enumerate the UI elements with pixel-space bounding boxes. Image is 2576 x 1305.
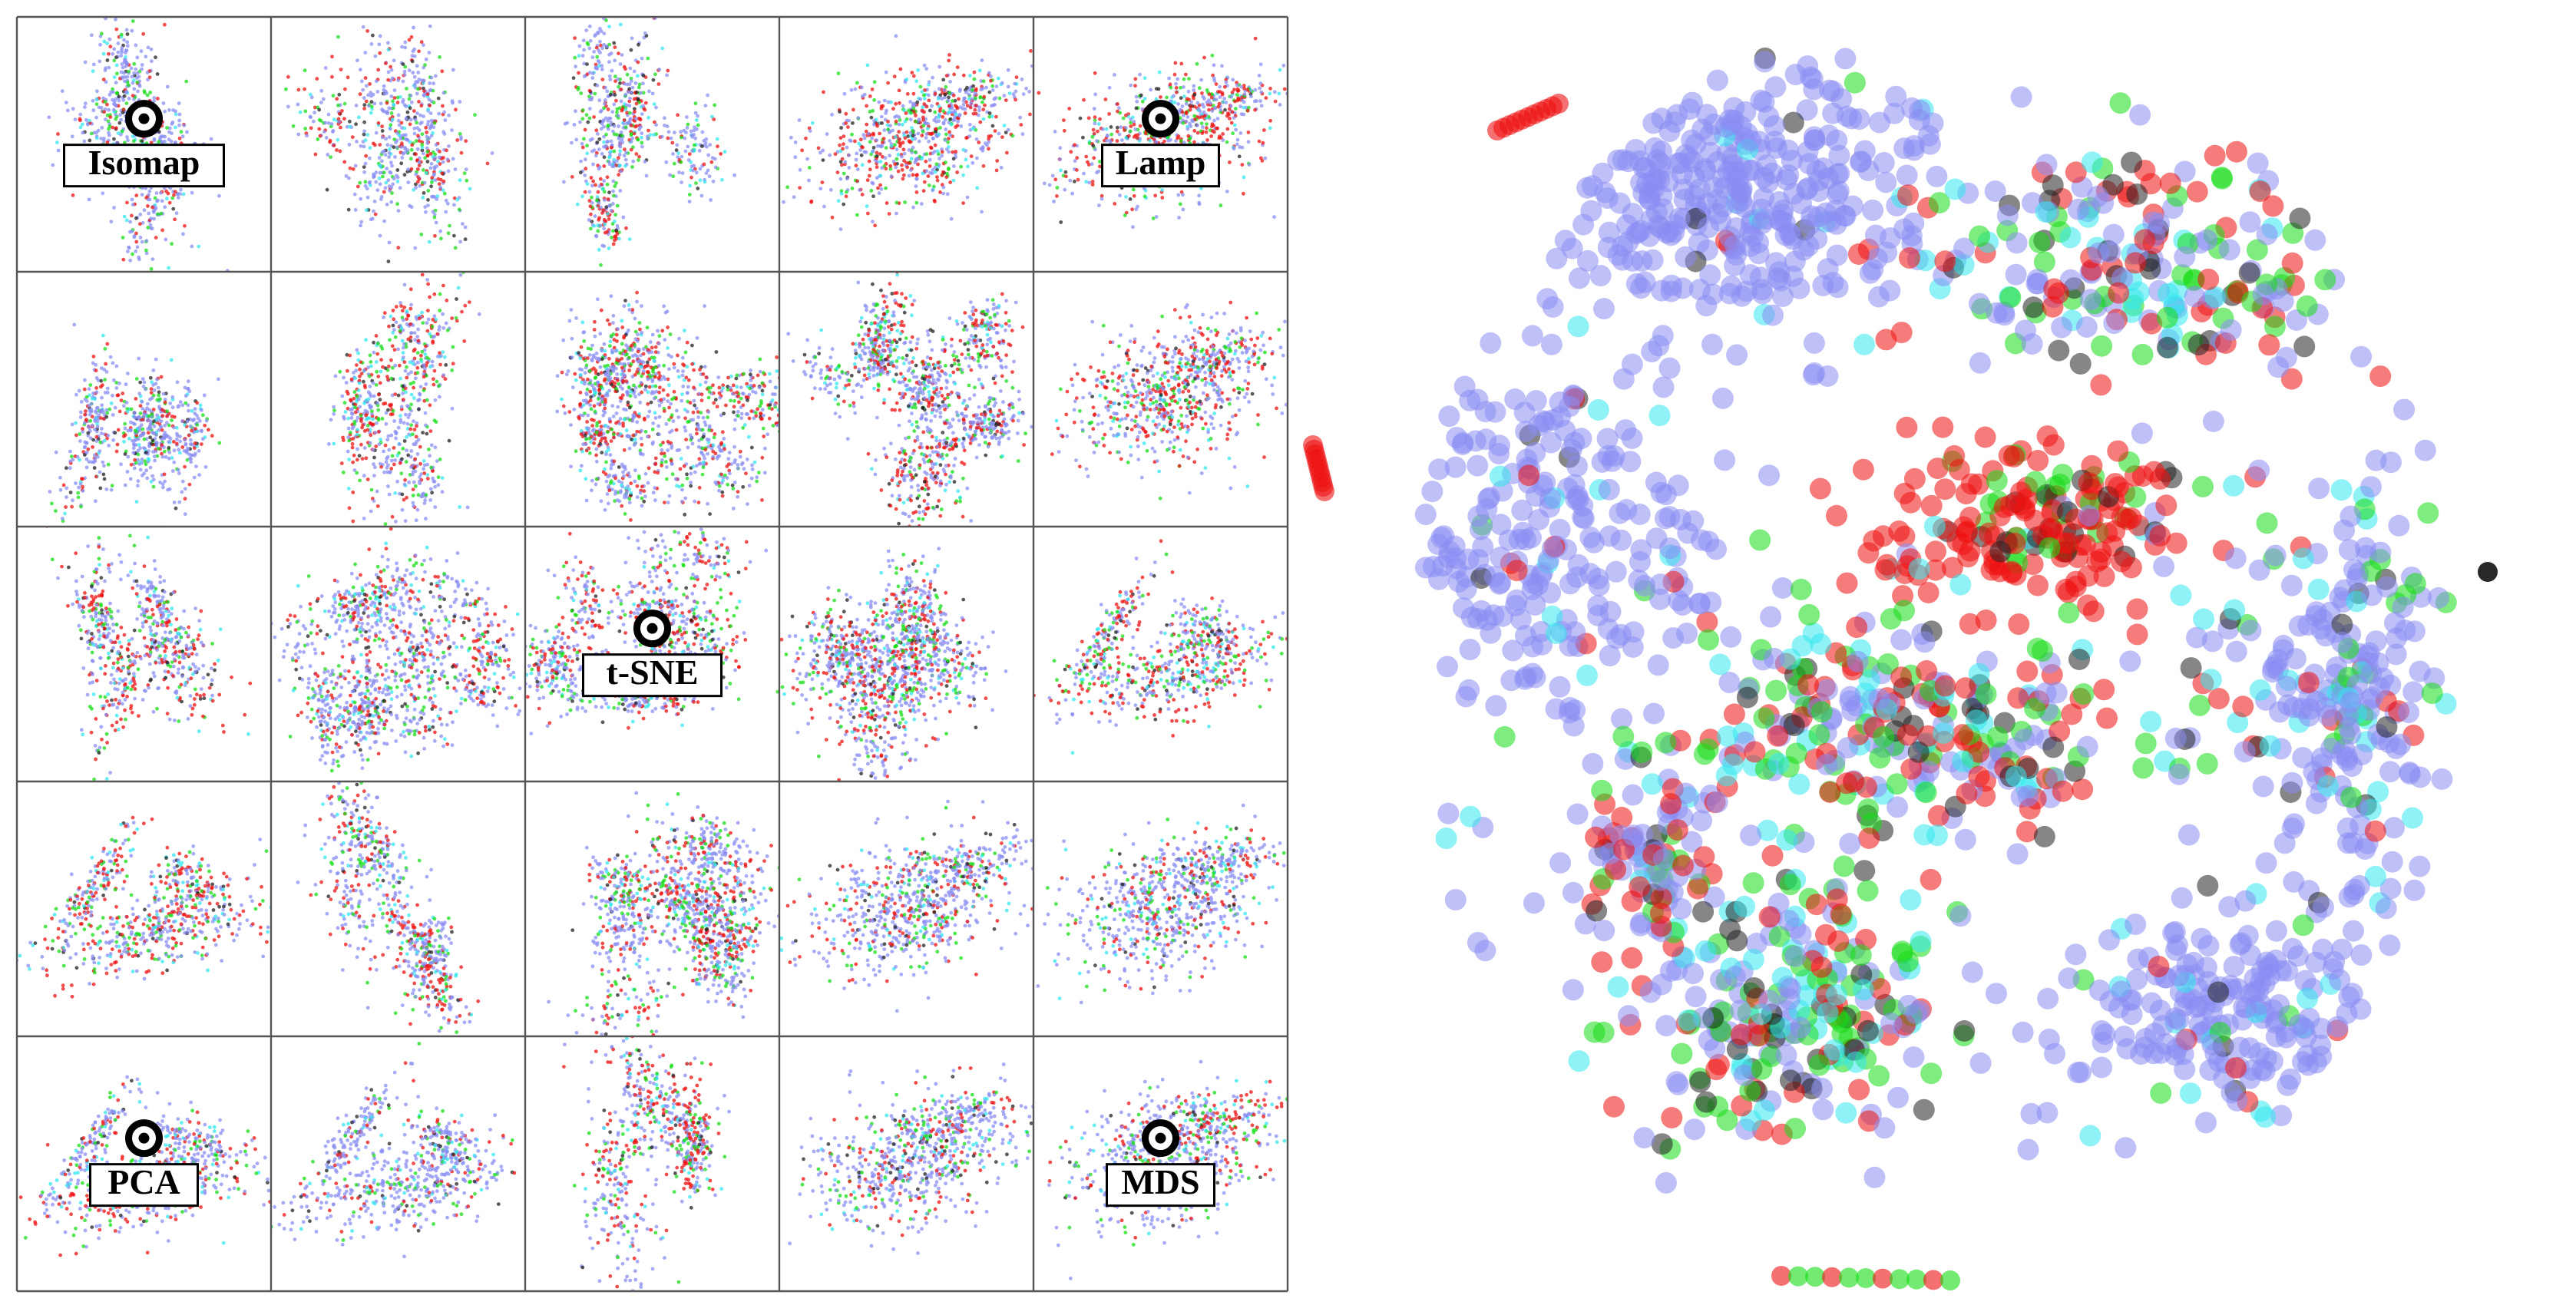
thumbnail-cell-1-1[interactable] <box>271 217 525 619</box>
cell-background <box>1033 781 1288 1036</box>
cell-background <box>271 781 525 1036</box>
thumbnail-cell-2-2[interactable] <box>513 514 780 781</box>
cell-points <box>327 272 481 527</box>
cell-points <box>271 527 522 773</box>
thumbnail-cell-4-1[interactable] <box>259 1036 568 1291</box>
thumbnail-cell-3-3[interactable] <box>779 781 1092 1036</box>
thumbnail-cell-0-2[interactable] <box>525 0 779 272</box>
cell-background <box>779 527 1033 781</box>
thumbnail-cell-3-1[interactable] <box>271 741 525 1064</box>
grid-lines <box>15 15 1289 1293</box>
anchor-label: PCA <box>107 1162 180 1201</box>
anchor-label: Lamp <box>1116 143 1206 182</box>
cell-background <box>525 272 779 527</box>
cell-background <box>271 17 525 272</box>
anchor-pca[interactable]: PCA <box>89 1119 199 1208</box>
anchor-label-box <box>89 1163 199 1208</box>
thumbnail-cells <box>0 0 1328 1305</box>
anchor-isomap[interactable]: Isomap <box>63 100 225 188</box>
thumbnail-cell-1-0[interactable] <box>17 272 271 570</box>
cell-points <box>271 1042 517 1259</box>
cell-background <box>271 272 525 527</box>
cell-points <box>555 290 779 522</box>
thumbnail-cell-4-3[interactable] <box>772 1036 1073 1291</box>
thumbnail-cell-1-3[interactable] <box>762 270 1043 557</box>
anchor-label: t-SNE <box>606 652 698 692</box>
thumbnail-cell-1-2[interactable] <box>525 272 804 543</box>
cell-points <box>296 781 481 1034</box>
thumbnail-cell-2-3[interactable] <box>749 527 1033 825</box>
cell-background <box>17 272 271 527</box>
cell-points <box>779 799 1033 1013</box>
cell-points <box>1050 300 1288 501</box>
method-anchors: Isomap Lamp t-SNE PCA MDS <box>63 100 1220 1208</box>
cell-points <box>788 1062 1033 1255</box>
anchor-lamp[interactable]: Lamp <box>1101 100 1220 188</box>
detail-point-cloud <box>1303 47 2498 1290</box>
cell-points <box>1033 539 1288 755</box>
thumbnail-cell-0-3[interactable] <box>752 17 1050 272</box>
thumbnail-cell-4-2[interactable] <box>525 993 779 1305</box>
cell-background <box>525 1036 779 1291</box>
cell-points <box>1036 803 1288 1005</box>
projection-grid[interactable]: Isomap Lamp t-SNE PCA MDS <box>0 0 1328 1305</box>
thumbnail-cell-3-4[interactable] <box>1013 781 1306 1036</box>
cell-points <box>48 322 222 527</box>
anchor-label-box <box>1106 1163 1215 1208</box>
cell-points <box>562 1036 731 1291</box>
anchor-label-box <box>1101 144 1220 188</box>
cell-points <box>547 791 779 1036</box>
cell-points <box>786 272 1033 527</box>
anchor-label: Isomap <box>88 143 200 182</box>
thumbnail-cell-2-0[interactable] <box>17 524 271 795</box>
anchor-t-sne[interactable]: t-SNE <box>582 610 723 698</box>
thumbnail-cell-2-4[interactable] <box>1010 527 1319 781</box>
anchor-label-box <box>63 144 225 188</box>
thumbnail-cell-2-1[interactable] <box>270 527 557 816</box>
cell-points <box>45 527 253 781</box>
anchor-label-box <box>582 653 723 698</box>
thumbnail-cell-1-4[interactable] <box>1027 272 1328 527</box>
thumbnail-cell-0-1[interactable] <box>259 2 525 278</box>
anchor-label: MDS <box>1121 1162 1199 1201</box>
cell-background <box>525 17 779 272</box>
cell-points <box>17 815 271 999</box>
cell-background <box>271 1036 525 1291</box>
cell-points <box>562 17 736 267</box>
cell-background <box>17 527 271 781</box>
cell-background <box>779 17 1033 272</box>
cell-points <box>779 547 1008 781</box>
thumbnail-cell-3-2[interactable] <box>525 781 801 1054</box>
cell-points <box>782 34 1033 231</box>
cell-background <box>779 781 1033 1036</box>
detail-projection[interactable] <box>1294 0 2576 1305</box>
thumbnail-cell-3-0[interactable] <box>0 766 316 1036</box>
anchor-mds[interactable]: MDS <box>1106 1119 1215 1208</box>
cell-points <box>284 24 494 272</box>
